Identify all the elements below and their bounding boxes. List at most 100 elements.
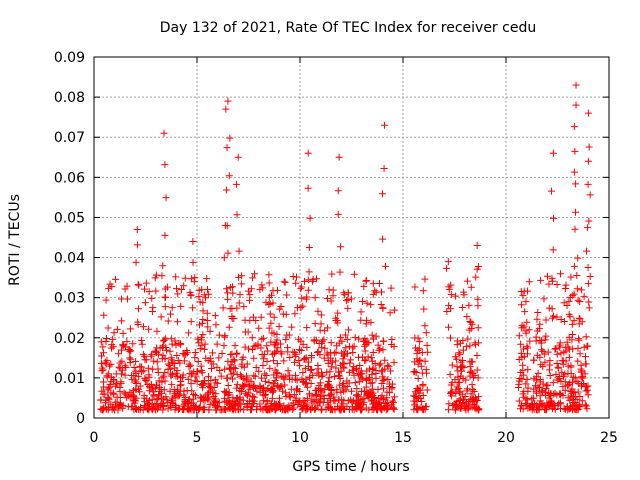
- data-point: [303, 383, 311, 391]
- data-point: [256, 400, 264, 408]
- data-point: [282, 406, 290, 414]
- data-point: [293, 273, 301, 281]
- data-point: [145, 397, 153, 405]
- data-point: [126, 346, 134, 354]
- data-point: [447, 281, 455, 289]
- data-point: [453, 363, 461, 371]
- data-point: [324, 295, 332, 303]
- data-point: [286, 354, 294, 362]
- data-point: [543, 399, 551, 407]
- data-point: [465, 401, 473, 409]
- data-point: [363, 391, 371, 399]
- data-point: [245, 381, 253, 389]
- data-point: [197, 362, 205, 370]
- data-point: [280, 357, 288, 365]
- data-point: [251, 372, 259, 380]
- data-point: [379, 346, 387, 354]
- data-point: [297, 303, 305, 311]
- data-point: [234, 153, 242, 161]
- data-point: [260, 384, 268, 392]
- data-point: [173, 285, 181, 293]
- data-point: [204, 323, 212, 331]
- data-point: [561, 378, 569, 386]
- data-point: [207, 377, 215, 385]
- data-point: [199, 299, 207, 307]
- x-tick-label: 5: [193, 430, 202, 446]
- data-point: [325, 286, 333, 294]
- data-point: [145, 288, 153, 296]
- data-point: [275, 394, 283, 402]
- data-point: [461, 393, 469, 401]
- data-point: [518, 324, 526, 332]
- data-point: [119, 329, 127, 337]
- data-point: [296, 362, 304, 370]
- data-point: [379, 304, 387, 312]
- data-point: [173, 369, 181, 377]
- data-point: [264, 347, 272, 355]
- data-point: [315, 385, 323, 393]
- data-point: [162, 393, 170, 401]
- data-point: [323, 349, 331, 357]
- plot-frame: [93, 56, 610, 419]
- data-point: [318, 372, 326, 380]
- data-point: [240, 303, 248, 311]
- data-point: [525, 278, 533, 286]
- data-point: [249, 346, 257, 354]
- data-point: [357, 316, 365, 324]
- data-point: [200, 291, 208, 299]
- data-point: [460, 396, 468, 404]
- data-point: [473, 265, 481, 273]
- data-point: [105, 384, 113, 392]
- data-point: [274, 383, 282, 391]
- data-point: [358, 298, 366, 306]
- data-point: [189, 304, 197, 312]
- data-point: [372, 398, 380, 406]
- data-point: [471, 339, 479, 347]
- data-point: [386, 309, 394, 317]
- data-point: [177, 341, 185, 349]
- data-point: [257, 405, 265, 413]
- data-point: [105, 284, 113, 292]
- data-point: [252, 316, 260, 324]
- data-point: [224, 249, 232, 257]
- data-point: [106, 280, 114, 288]
- data-point: [340, 289, 348, 297]
- data-point: [317, 311, 325, 319]
- data-point: [462, 376, 470, 384]
- data-point: [544, 272, 552, 280]
- data-point: [378, 190, 386, 198]
- data-point: [584, 109, 592, 117]
- x-tick-label: 10: [291, 430, 309, 446]
- data-point: [226, 134, 234, 142]
- data-point: [268, 394, 276, 402]
- data-point: [258, 335, 266, 343]
- data-point: [238, 360, 246, 368]
- data-point: [152, 347, 160, 355]
- data-point: [113, 380, 121, 388]
- data-point: [356, 396, 364, 404]
- data-point: [234, 273, 242, 281]
- data-point: [263, 342, 271, 350]
- data-point: [107, 378, 115, 386]
- data-point: [162, 194, 170, 202]
- data-point: [116, 387, 124, 395]
- data-point: [321, 327, 329, 335]
- data-point: [557, 349, 565, 357]
- data-point: [107, 389, 115, 397]
- data-point: [250, 354, 258, 362]
- data-point: [574, 405, 582, 413]
- data-point: [191, 348, 199, 356]
- data-point: [267, 405, 275, 413]
- data-point: [268, 291, 276, 299]
- data-point: [180, 357, 188, 365]
- data-point: [390, 393, 398, 401]
- data-point: [149, 385, 157, 393]
- data-point: [121, 371, 129, 379]
- data-point: [231, 342, 239, 350]
- data-point: [349, 349, 357, 357]
- data-point: [563, 302, 571, 310]
- data-point: [343, 377, 351, 385]
- data-point: [152, 271, 160, 279]
- grid-lines: [94, 57, 609, 418]
- axis-ticks: [93, 56, 610, 419]
